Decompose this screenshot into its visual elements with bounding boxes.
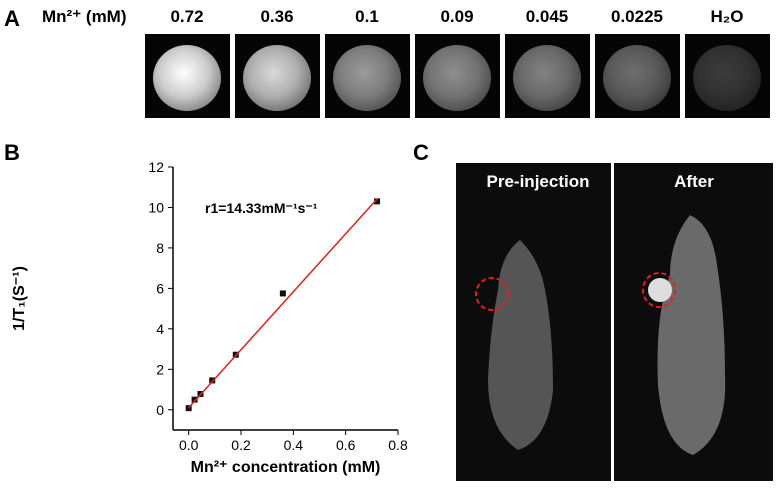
x-tick-label: 0.8 <box>388 437 408 453</box>
phantom <box>423 45 491 111</box>
point <box>191 396 198 403</box>
column-label: 0.09 <box>440 7 473 26</box>
column-label: 0.1 <box>355 7 379 26</box>
point <box>374 198 381 205</box>
mri-tiles: 0.72 0.36 0.1 0.09 0.045 0.0225 H₂O <box>145 7 770 118</box>
phantom <box>513 45 581 111</box>
panel-title: Pre-injection <box>487 172 590 191</box>
y-axis-label: 1/T₁(S⁻¹) <box>11 266 28 331</box>
x-tick-label: 0.0 <box>179 437 199 453</box>
annotation: r1=14.33mM⁻¹s⁻¹ <box>205 200 318 216</box>
y-tick-label: 4 <box>156 321 164 337</box>
column-label: 0.0225 <box>611 7 663 26</box>
phantom <box>693 45 761 111</box>
column-label: 0.72 <box>170 7 203 26</box>
x-tick-label: 0.2 <box>231 437 251 453</box>
panel-label: A <box>4 6 20 31</box>
chart: 0 2 4 6 8 10 12 0.0 0.2 0.4 0.6 0.8 Mn²⁺ concentrati… <box>11 159 408 476</box>
y-tick-label: 10 <box>148 199 164 215</box>
x-axis-label: Mn²⁺ concentration (mM) <box>191 459 381 476</box>
fit-line <box>188 198 378 409</box>
phantom <box>333 45 401 111</box>
phantom <box>603 45 671 111</box>
column-label: 0.045 <box>526 7 569 26</box>
y-tick-label: 2 <box>156 361 164 377</box>
x-tick-label: 0.4 <box>284 437 304 453</box>
point <box>209 377 216 384</box>
panel-label: B <box>4 140 20 165</box>
x-tick-label: 0.6 <box>336 437 356 453</box>
point <box>279 290 286 297</box>
panel-title: After <box>674 172 714 191</box>
column-label: 0.36 <box>260 7 293 26</box>
y-tick-label: 8 <box>156 240 164 256</box>
phantom <box>153 45 221 111</box>
y-tick-label: 0 <box>156 402 164 418</box>
y-tick-label: 12 <box>148 159 164 175</box>
point <box>185 405 192 412</box>
mri-mouse: Pre-injection After <box>456 163 773 481</box>
panel-label: C <box>413 140 429 165</box>
phantom <box>243 45 311 111</box>
row-label: Mn²⁺ (mM) <box>42 7 127 26</box>
column-label: H₂O <box>710 7 743 26</box>
y-tick-label: 6 <box>156 280 164 296</box>
